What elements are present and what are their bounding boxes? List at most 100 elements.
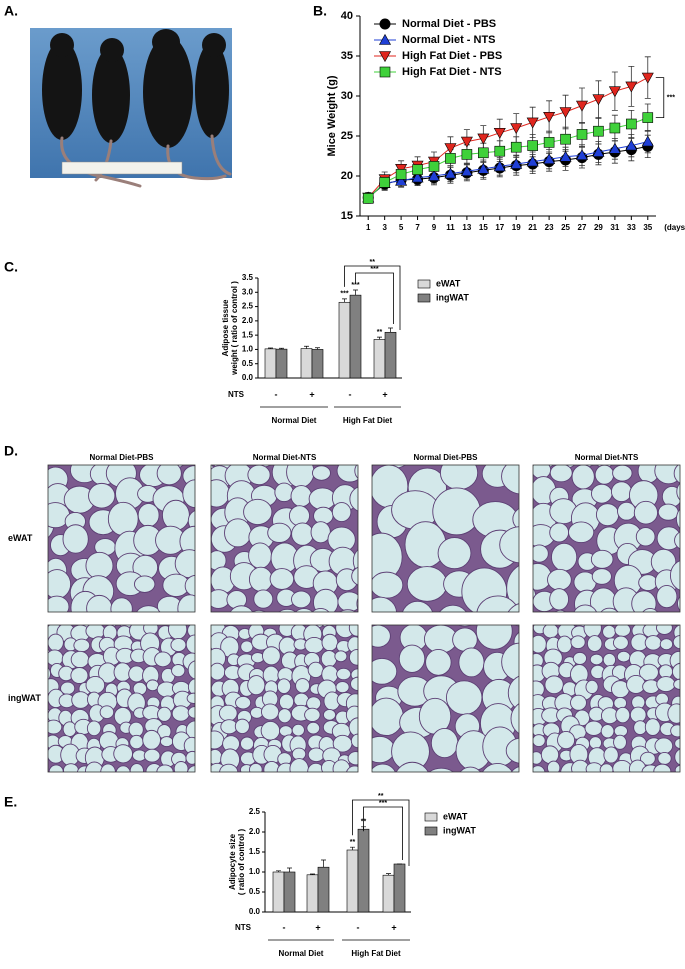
cell (336, 667, 352, 681)
x-tick-label: 17 (495, 223, 504, 232)
cell (590, 549, 614, 569)
cell (229, 442, 251, 463)
marker (526, 117, 539, 129)
cell (351, 566, 358, 586)
cell (86, 594, 113, 612)
cell (48, 468, 49, 475)
marker (460, 136, 473, 148)
cell (539, 465, 554, 469)
cell (184, 574, 195, 597)
cell (85, 551, 114, 580)
y-tick-label: 1.0 (249, 867, 261, 876)
cell (218, 704, 238, 722)
cell (347, 751, 358, 766)
cell (62, 611, 77, 623)
cell (372, 596, 397, 612)
cell (572, 651, 587, 665)
cell (73, 638, 91, 653)
mice-photo (30, 28, 232, 188)
cell (510, 703, 519, 735)
cell (656, 526, 680, 551)
cell (372, 658, 398, 685)
cell (334, 650, 348, 663)
column-title: Normal Diet-PBS (413, 453, 478, 462)
error-bar (310, 873, 315, 875)
cell (185, 750, 195, 765)
cell (260, 721, 281, 741)
cell (183, 437, 213, 465)
error-bar (377, 336, 382, 340)
cell (295, 678, 310, 694)
cell (142, 729, 161, 750)
cell (290, 485, 313, 508)
cell (99, 705, 115, 720)
histology-image (48, 437, 213, 612)
cell (110, 597, 133, 612)
cell (247, 675, 266, 696)
cell (306, 721, 321, 735)
marker (642, 112, 654, 123)
x-tick-label: + (309, 389, 314, 399)
cell (507, 675, 519, 711)
cell (308, 487, 337, 511)
bar (393, 863, 406, 913)
cell (634, 436, 660, 462)
marker (460, 165, 473, 176)
legend-swatch (424, 826, 438, 836)
row-label: NTS (228, 390, 245, 399)
y-tick-label: 2.0 (249, 827, 261, 836)
cell (372, 735, 396, 764)
error-bar (304, 345, 309, 349)
bracket (352, 799, 410, 866)
cell (289, 758, 309, 772)
cell (505, 737, 519, 764)
cell (556, 635, 573, 654)
cell (670, 724, 680, 738)
error-bar (388, 327, 393, 333)
cell (654, 737, 674, 755)
cell (134, 575, 156, 593)
marker (559, 107, 572, 119)
legend-label: High Fat Diet - PBS (402, 50, 502, 62)
cell (595, 503, 620, 527)
marker (378, 33, 392, 45)
cell (533, 544, 549, 563)
y-tick-label: 0.5 (242, 359, 254, 368)
cell (155, 612, 170, 625)
cell (294, 608, 314, 612)
cell (437, 537, 472, 570)
cell (251, 609, 267, 612)
cell (667, 703, 680, 724)
error-bar (268, 347, 273, 349)
cell (657, 503, 679, 521)
cell (277, 708, 292, 724)
bar (373, 339, 386, 379)
significance: ** (350, 839, 356, 846)
cell (675, 508, 680, 530)
marker (378, 51, 392, 63)
cell (612, 635, 629, 650)
bar (317, 866, 330, 913)
cell (602, 652, 617, 667)
cell (617, 501, 637, 521)
cell (571, 465, 595, 490)
error-bar (350, 846, 355, 850)
tile-border (47, 464, 196, 613)
cell (629, 706, 647, 724)
cell (274, 482, 294, 503)
cell (603, 746, 619, 764)
cell (430, 728, 459, 759)
marker (411, 171, 424, 183)
y-tick-label: 0.5 (249, 887, 261, 896)
marker (560, 133, 571, 145)
cell (247, 465, 271, 486)
marker (641, 135, 654, 147)
cell (425, 648, 452, 676)
cell (644, 635, 662, 651)
cell (673, 465, 680, 484)
cell (674, 764, 680, 772)
marker (494, 145, 506, 157)
cell (129, 763, 144, 772)
x-tick-label: 27 (578, 223, 587, 232)
cell (128, 721, 144, 738)
